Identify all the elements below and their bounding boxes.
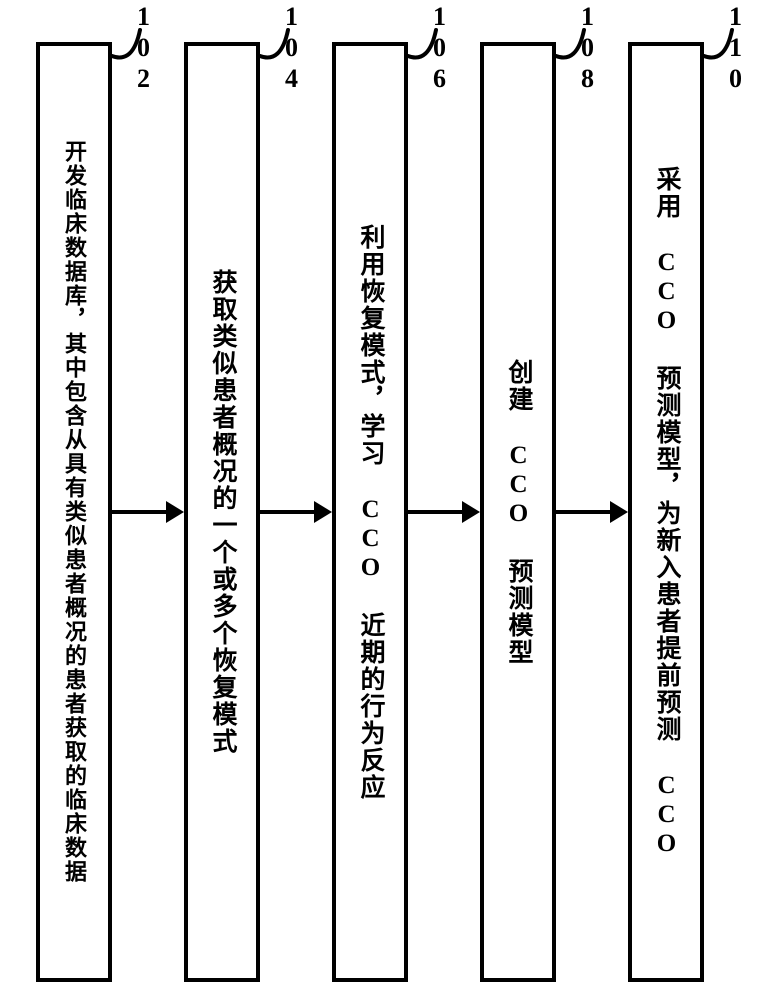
flow-arrow-4	[0, 0, 764, 1000]
flowchart-canvas: 开发临床数据库，其中包含从具有类似患者概况的患者获取的临床数据102获取类似患者…	[0, 0, 764, 1000]
